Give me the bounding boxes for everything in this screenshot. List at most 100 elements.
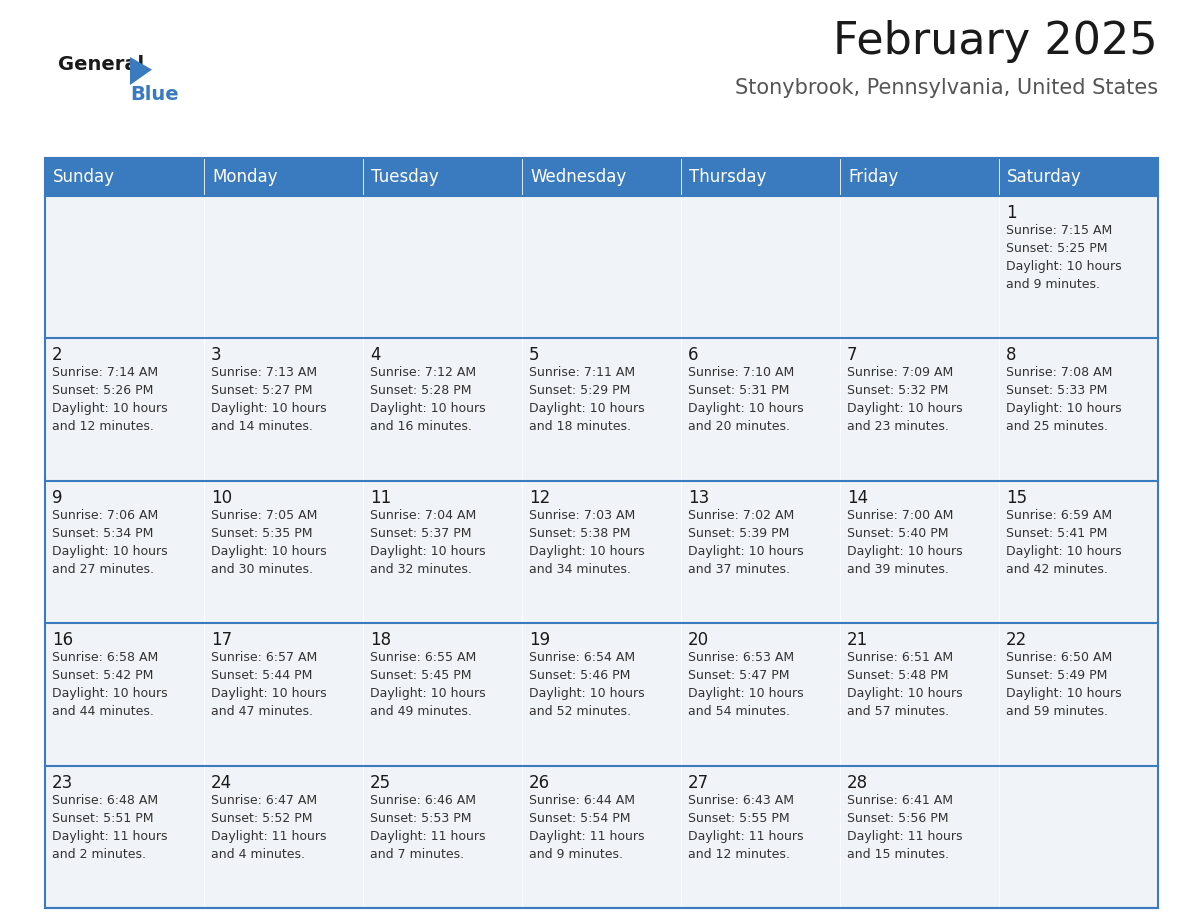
Bar: [840, 339, 999, 481]
Text: 23: 23: [52, 774, 74, 791]
Text: Sunrise: 6:54 AM
Sunset: 5:46 PM
Daylight: 10 hours
and 52 minutes.: Sunrise: 6:54 AM Sunset: 5:46 PM Dayligh…: [529, 651, 645, 718]
Text: 20: 20: [688, 632, 709, 649]
Text: 19: 19: [529, 632, 550, 649]
Text: 15: 15: [1006, 488, 1028, 507]
Bar: [45, 766, 204, 908]
Text: Sunrise: 6:58 AM
Sunset: 5:42 PM
Daylight: 10 hours
and 44 minutes.: Sunrise: 6:58 AM Sunset: 5:42 PM Dayligh…: [52, 651, 168, 718]
Text: Sunrise: 7:08 AM
Sunset: 5:33 PM
Daylight: 10 hours
and 25 minutes.: Sunrise: 7:08 AM Sunset: 5:33 PM Dayligh…: [1006, 366, 1121, 433]
Text: Wednesday: Wednesday: [530, 168, 626, 186]
Text: 5: 5: [529, 346, 539, 364]
Bar: [681, 766, 840, 908]
Text: Sunrise: 6:57 AM
Sunset: 5:44 PM
Daylight: 10 hours
and 47 minutes.: Sunrise: 6:57 AM Sunset: 5:44 PM Dayligh…: [211, 651, 327, 718]
Text: Sunrise: 7:06 AM
Sunset: 5:34 PM
Daylight: 10 hours
and 27 minutes.: Sunrise: 7:06 AM Sunset: 5:34 PM Dayligh…: [52, 509, 168, 576]
Bar: [204, 481, 364, 623]
Bar: [522, 766, 681, 908]
Text: Sunrise: 6:55 AM
Sunset: 5:45 PM
Daylight: 10 hours
and 49 minutes.: Sunrise: 6:55 AM Sunset: 5:45 PM Dayligh…: [369, 651, 486, 718]
Text: Sunrise: 6:51 AM
Sunset: 5:48 PM
Daylight: 10 hours
and 57 minutes.: Sunrise: 6:51 AM Sunset: 5:48 PM Dayligh…: [847, 651, 962, 718]
Text: 13: 13: [688, 488, 709, 507]
Bar: [364, 623, 522, 766]
Text: Sunrise: 7:12 AM
Sunset: 5:28 PM
Daylight: 10 hours
and 16 minutes.: Sunrise: 7:12 AM Sunset: 5:28 PM Dayligh…: [369, 366, 486, 433]
Bar: [999, 196, 1158, 339]
Bar: [999, 623, 1158, 766]
Bar: [999, 339, 1158, 481]
Text: 25: 25: [369, 774, 391, 791]
Bar: [522, 339, 681, 481]
Text: Sunrise: 6:47 AM
Sunset: 5:52 PM
Daylight: 11 hours
and 4 minutes.: Sunrise: 6:47 AM Sunset: 5:52 PM Dayligh…: [211, 793, 327, 860]
Text: Sunrise: 6:48 AM
Sunset: 5:51 PM
Daylight: 11 hours
and 2 minutes.: Sunrise: 6:48 AM Sunset: 5:51 PM Dayligh…: [52, 793, 168, 860]
Bar: [522, 623, 681, 766]
Text: Thursday: Thursday: [689, 168, 766, 186]
Text: Sunrise: 7:11 AM
Sunset: 5:29 PM
Daylight: 10 hours
and 18 minutes.: Sunrise: 7:11 AM Sunset: 5:29 PM Dayligh…: [529, 366, 645, 433]
Bar: [522, 481, 681, 623]
Text: 10: 10: [211, 488, 232, 507]
Text: Sunrise: 6:43 AM
Sunset: 5:55 PM
Daylight: 11 hours
and 12 minutes.: Sunrise: 6:43 AM Sunset: 5:55 PM Dayligh…: [688, 793, 803, 860]
Bar: [364, 339, 522, 481]
Text: Sunrise: 6:41 AM
Sunset: 5:56 PM
Daylight: 11 hours
and 15 minutes.: Sunrise: 6:41 AM Sunset: 5:56 PM Dayligh…: [847, 793, 962, 860]
Text: 4: 4: [369, 346, 380, 364]
Text: 8: 8: [1006, 346, 1017, 364]
Bar: [999, 481, 1158, 623]
Text: 1: 1: [1006, 204, 1017, 222]
Bar: [522, 158, 681, 196]
Bar: [840, 623, 999, 766]
Text: 24: 24: [211, 774, 232, 791]
Text: Sunrise: 7:14 AM
Sunset: 5:26 PM
Daylight: 10 hours
and 12 minutes.: Sunrise: 7:14 AM Sunset: 5:26 PM Dayligh…: [52, 366, 168, 433]
Text: 14: 14: [847, 488, 868, 507]
Text: Sunrise: 6:50 AM
Sunset: 5:49 PM
Daylight: 10 hours
and 59 minutes.: Sunrise: 6:50 AM Sunset: 5:49 PM Dayligh…: [1006, 651, 1121, 718]
Bar: [681, 623, 840, 766]
Bar: [204, 339, 364, 481]
Text: Sunrise: 7:09 AM
Sunset: 5:32 PM
Daylight: 10 hours
and 23 minutes.: Sunrise: 7:09 AM Sunset: 5:32 PM Dayligh…: [847, 366, 962, 433]
Bar: [204, 766, 364, 908]
Bar: [45, 158, 1158, 908]
Text: Sunrise: 6:53 AM
Sunset: 5:47 PM
Daylight: 10 hours
and 54 minutes.: Sunrise: 6:53 AM Sunset: 5:47 PM Dayligh…: [688, 651, 803, 718]
Bar: [840, 766, 999, 908]
Bar: [999, 766, 1158, 908]
Bar: [45, 481, 204, 623]
Text: Sunday: Sunday: [53, 168, 115, 186]
Text: 3: 3: [211, 346, 222, 364]
Bar: [364, 196, 522, 339]
Text: Tuesday: Tuesday: [371, 168, 438, 186]
Bar: [840, 196, 999, 339]
Bar: [204, 623, 364, 766]
Text: Sunrise: 6:44 AM
Sunset: 5:54 PM
Daylight: 11 hours
and 9 minutes.: Sunrise: 6:44 AM Sunset: 5:54 PM Dayligh…: [529, 793, 645, 860]
Bar: [681, 196, 840, 339]
Text: 26: 26: [529, 774, 550, 791]
Bar: [364, 766, 522, 908]
Text: Sunrise: 7:13 AM
Sunset: 5:27 PM
Daylight: 10 hours
and 14 minutes.: Sunrise: 7:13 AM Sunset: 5:27 PM Dayligh…: [211, 366, 327, 433]
Bar: [364, 481, 522, 623]
Text: 6: 6: [688, 346, 699, 364]
Bar: [999, 158, 1158, 196]
Text: 17: 17: [211, 632, 232, 649]
Bar: [681, 158, 840, 196]
Text: Saturday: Saturday: [1007, 168, 1082, 186]
Bar: [840, 158, 999, 196]
Text: Sunrise: 7:15 AM
Sunset: 5:25 PM
Daylight: 10 hours
and 9 minutes.: Sunrise: 7:15 AM Sunset: 5:25 PM Dayligh…: [1006, 224, 1121, 291]
Bar: [522, 196, 681, 339]
Bar: [840, 481, 999, 623]
Text: Sunrise: 7:00 AM
Sunset: 5:40 PM
Daylight: 10 hours
and 39 minutes.: Sunrise: 7:00 AM Sunset: 5:40 PM Dayligh…: [847, 509, 962, 576]
Polygon shape: [129, 57, 152, 85]
Bar: [45, 158, 204, 196]
Text: Sunrise: 7:03 AM
Sunset: 5:38 PM
Daylight: 10 hours
and 34 minutes.: Sunrise: 7:03 AM Sunset: 5:38 PM Dayligh…: [529, 509, 645, 576]
Text: Sunrise: 7:05 AM
Sunset: 5:35 PM
Daylight: 10 hours
and 30 minutes.: Sunrise: 7:05 AM Sunset: 5:35 PM Dayligh…: [211, 509, 327, 576]
Bar: [681, 481, 840, 623]
Text: 9: 9: [52, 488, 63, 507]
Text: 18: 18: [369, 632, 391, 649]
Text: 11: 11: [369, 488, 391, 507]
Bar: [45, 339, 204, 481]
Text: 28: 28: [847, 774, 868, 791]
Text: Sunrise: 6:46 AM
Sunset: 5:53 PM
Daylight: 11 hours
and 7 minutes.: Sunrise: 6:46 AM Sunset: 5:53 PM Dayligh…: [369, 793, 486, 860]
Text: Blue: Blue: [129, 85, 178, 104]
Text: 27: 27: [688, 774, 709, 791]
Text: 16: 16: [52, 632, 74, 649]
Text: Sunrise: 6:59 AM
Sunset: 5:41 PM
Daylight: 10 hours
and 42 minutes.: Sunrise: 6:59 AM Sunset: 5:41 PM Dayligh…: [1006, 509, 1121, 576]
Bar: [204, 196, 364, 339]
Text: Sunrise: 7:10 AM
Sunset: 5:31 PM
Daylight: 10 hours
and 20 minutes.: Sunrise: 7:10 AM Sunset: 5:31 PM Dayligh…: [688, 366, 803, 433]
Bar: [45, 623, 204, 766]
Text: Stonybrook, Pennsylvania, United States: Stonybrook, Pennsylvania, United States: [735, 78, 1158, 98]
Bar: [681, 339, 840, 481]
Text: General: General: [58, 55, 144, 74]
Text: 12: 12: [529, 488, 550, 507]
Bar: [204, 158, 364, 196]
